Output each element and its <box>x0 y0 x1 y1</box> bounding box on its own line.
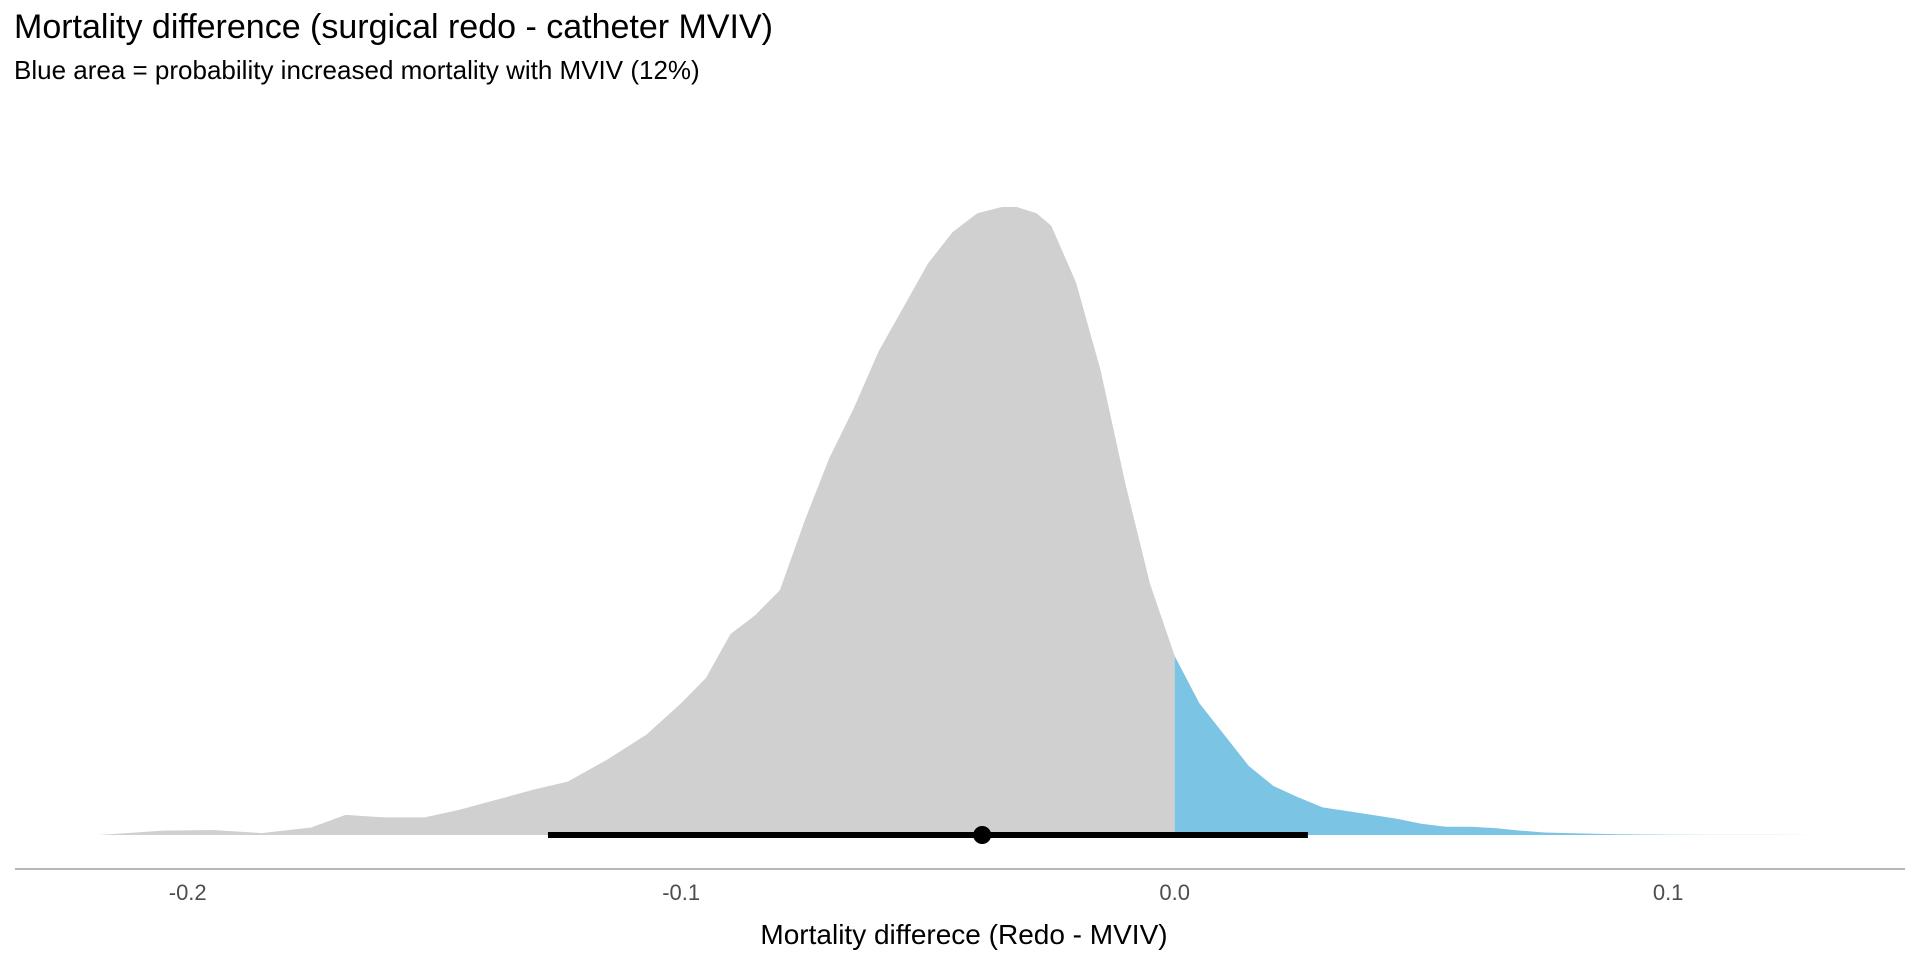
point-estimate <box>973 826 992 844</box>
x-tick-label: 0.1 <box>1653 880 1684 905</box>
x-tick-label: -0.1 <box>662 880 700 905</box>
x-axis-label: Mortality differece (Redo - MVIV) <box>760 919 1167 950</box>
chart-title: Mortality difference (surgical redo - ca… <box>14 8 773 46</box>
density-area-above-zero <box>1174 656 1817 835</box>
density-areas <box>98 207 1817 835</box>
x-tick-label: -0.2 <box>169 880 207 905</box>
density-area-below-zero <box>98 207 1175 835</box>
interval-group <box>547 826 1308 844</box>
chart-subtitle: Blue area = probability increased mortal… <box>14 55 700 85</box>
x-tick-label: 0.0 <box>1159 880 1190 905</box>
x-axis-ticks: -0.2 -0.1 0.0 0.1 <box>169 880 1684 905</box>
